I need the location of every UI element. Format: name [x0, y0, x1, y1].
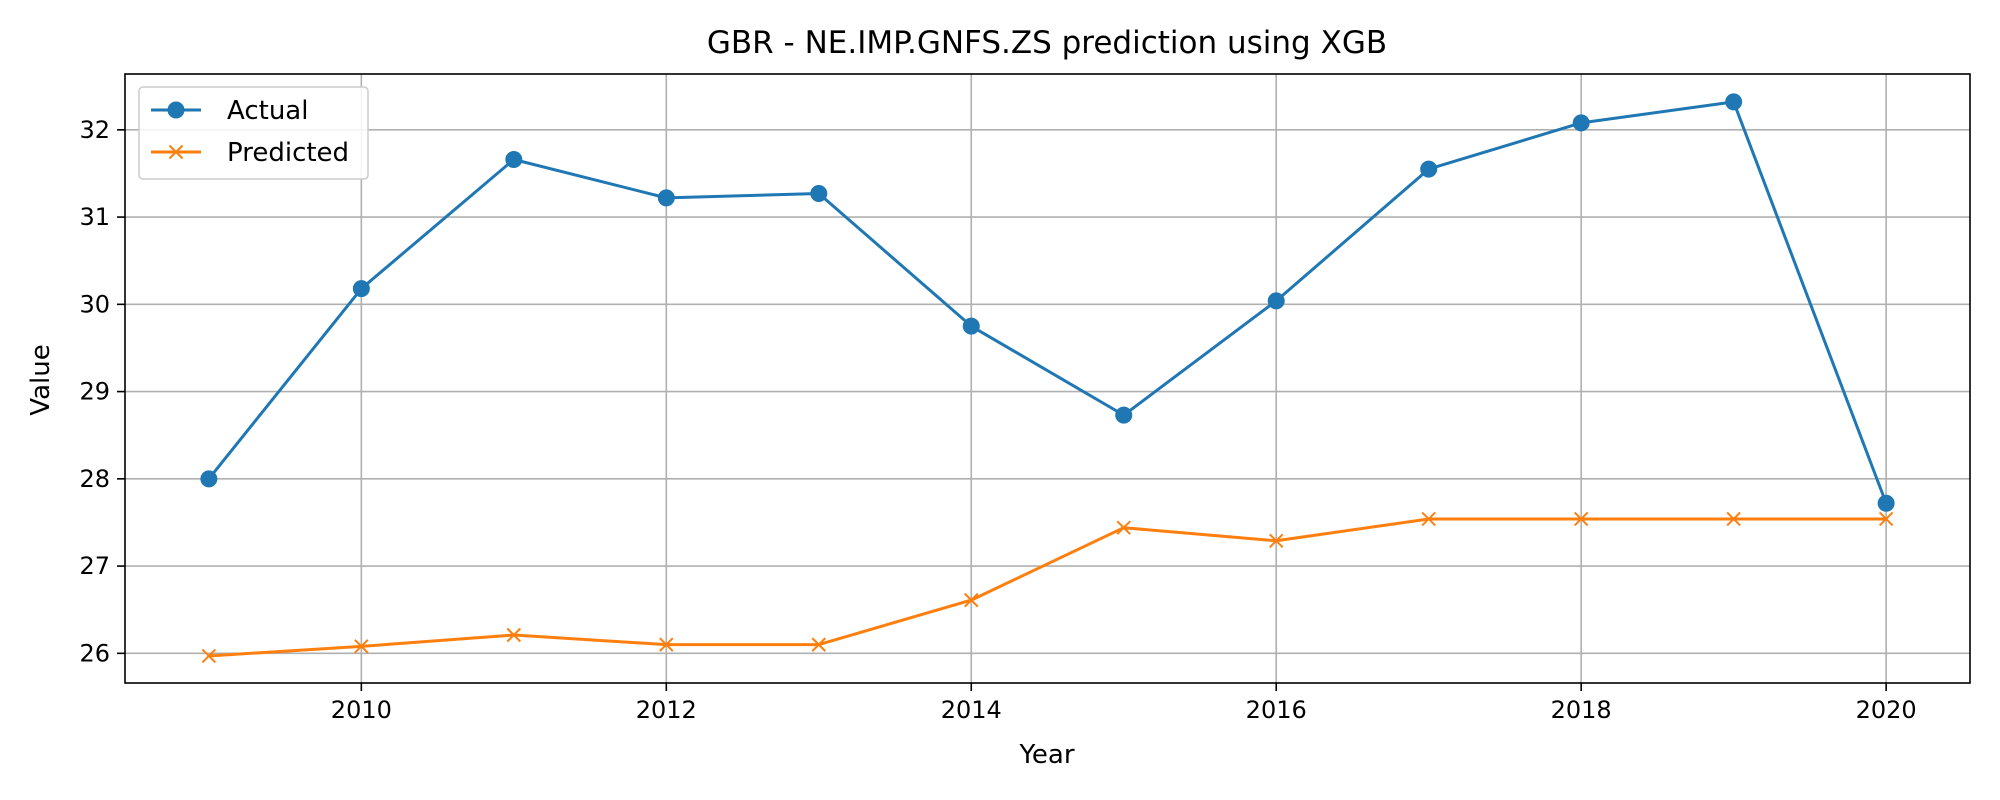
legend: Actual Predicted — [138, 86, 369, 180]
data-point-actual — [1115, 406, 1133, 424]
x-axis-ticks: 2010 2012 2014 2016 2018 2020 — [331, 683, 1917, 724]
data-point-predicted — [1421, 511, 1436, 527]
x-tick-label: 2014 — [941, 696, 1002, 724]
x-marker-stroke — [1269, 533, 1284, 548]
data-point-predicted — [201, 648, 217, 664]
plot-frame — [124, 73, 1971, 684]
x-marker-stroke — [201, 648, 217, 664]
data-point-actual — [1420, 160, 1438, 178]
y-tick-label: 31 — [79, 203, 110, 231]
x-marker-stroke — [1573, 511, 1589, 527]
data-point-predicted — [1269, 533, 1284, 548]
legend-label-predicted: Predicted — [227, 138, 349, 168]
data-point-predicted — [811, 637, 826, 652]
series-layer — [200, 93, 1895, 664]
x-marker-stroke — [354, 639, 369, 654]
data-point-predicted — [354, 639, 369, 654]
legend-item-predicted: Predicted — [151, 138, 349, 168]
chart-title: GBR - NE.IMP.GNFS.ZS prediction using XG… — [707, 25, 1387, 61]
y-tick-label: 26 — [79, 639, 110, 667]
data-point-actual — [810, 185, 828, 203]
y-axis-ticks: 26 27 28 29 30 31 32 — [79, 116, 125, 667]
x-marker-stroke — [1421, 511, 1436, 527]
x-marker-stroke — [811, 637, 826, 652]
data-point-actual — [962, 317, 980, 335]
x-marker-stroke — [659, 637, 674, 652]
x-marker-stroke — [964, 592, 979, 608]
data-point-actual — [1877, 494, 1895, 512]
x-marker-stroke — [168, 144, 184, 160]
x-tick-label: 2018 — [1551, 696, 1612, 724]
data-point-predicted — [659, 637, 674, 652]
legend-marker-predicted — [168, 144, 184, 160]
grid — [125, 74, 1970, 683]
y-tick-label: 28 — [79, 465, 110, 493]
x-tick-label: 2012 — [636, 696, 697, 724]
data-point-predicted — [1573, 511, 1589, 527]
data-point-actual — [657, 189, 675, 207]
x-marker-stroke — [506, 627, 522, 643]
data-point-actual — [1725, 93, 1743, 111]
data-point-actual — [1267, 292, 1285, 310]
data-point-actual — [352, 280, 370, 298]
legend-marker-actual — [167, 101, 185, 119]
series-predicted — [201, 511, 1894, 664]
y-tick-label: 32 — [79, 116, 110, 144]
series-actual — [200, 93, 1895, 512]
x-marker-stroke — [1116, 520, 1131, 535]
legend-label-actual: Actual — [227, 96, 308, 126]
x-marker-stroke — [1726, 511, 1741, 527]
x-marker-stroke — [1878, 511, 1894, 527]
series-line-predicted — [208, 517, 1887, 658]
x-tick-label: 2016 — [1246, 696, 1307, 724]
data-point-actual — [200, 470, 218, 488]
data-point-predicted — [506, 627, 522, 643]
series-line-actual — [207, 100, 1888, 504]
data-point-predicted — [1116, 520, 1131, 535]
data-point-predicted — [1878, 511, 1894, 527]
y-tick-label: 29 — [79, 378, 110, 406]
y-tick-label: 30 — [79, 290, 110, 318]
x-axis-label: Year — [1018, 740, 1074, 770]
x-tick-label: 2010 — [331, 696, 392, 724]
y-tick-label: 27 — [79, 552, 110, 580]
data-point-predicted — [964, 592, 979, 608]
data-point-actual — [1572, 114, 1590, 132]
data-point-actual — [505, 151, 523, 169]
legend-item-actual: Actual — [151, 96, 308, 126]
x-tick-label: 2020 — [1856, 696, 1917, 724]
data-point-predicted — [1726, 511, 1741, 527]
y-axis-label: Value — [26, 344, 56, 415]
